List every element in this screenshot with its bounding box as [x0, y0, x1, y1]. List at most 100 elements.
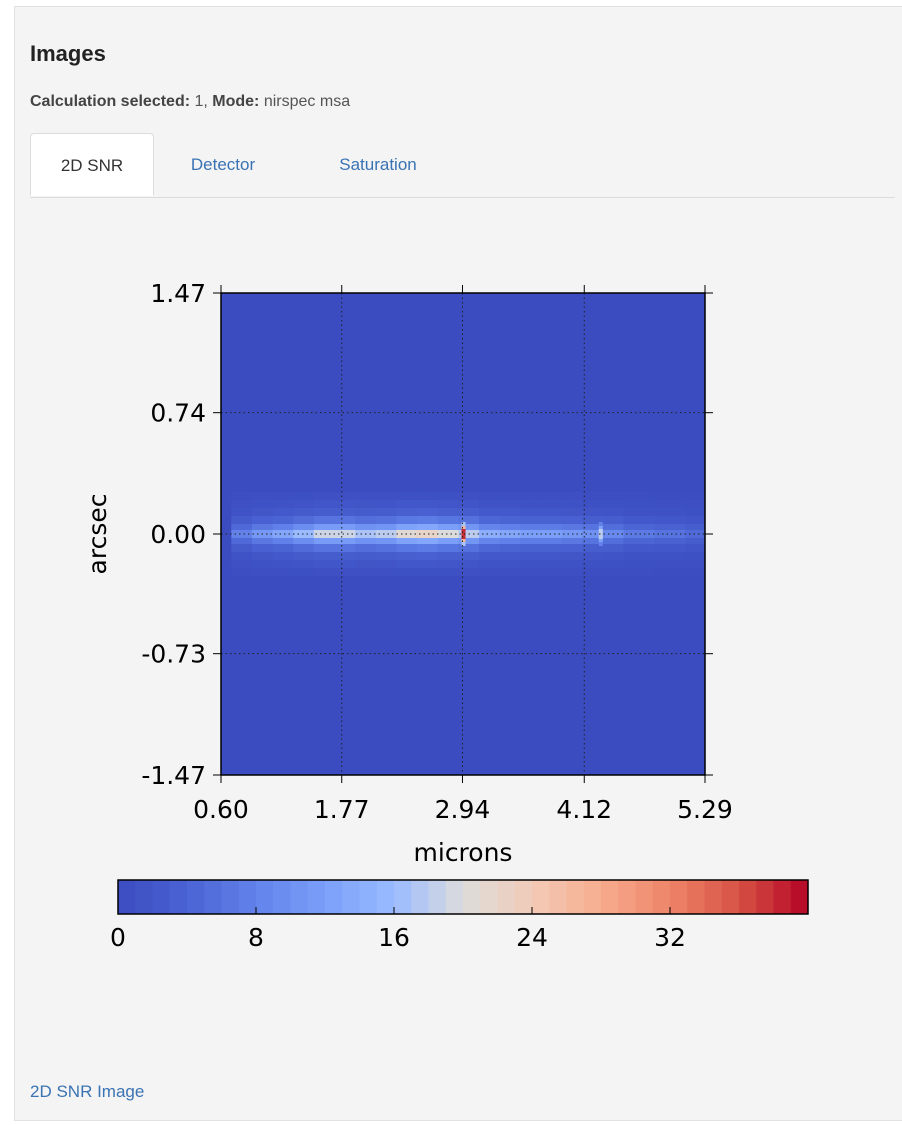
- y-tick-label: -1.47: [141, 761, 206, 790]
- trace-cell: [417, 538, 439, 544]
- trace-cell: [520, 552, 542, 560]
- tab-saturation[interactable]: Saturation: [339, 155, 417, 174]
- trace-cell: [313, 568, 336, 576]
- colorbar-cell: [273, 880, 291, 914]
- trace-cell: [417, 492, 439, 500]
- trace-cell: [375, 544, 397, 552]
- colorbar-cell: [376, 880, 395, 914]
- tab-detector[interactable]: Detector: [190, 155, 256, 174]
- trace-cell: [334, 560, 356, 568]
- trace-cell: [355, 492, 377, 500]
- trace-cell: [582, 538, 604, 544]
- trace-cell: [272, 538, 294, 544]
- colorbar-tick-label: 0: [110, 923, 126, 952]
- y-tick-label: 1.47: [150, 279, 206, 308]
- trace-cell: [272, 560, 294, 568]
- trace-cell: [375, 560, 397, 568]
- trace-cell: [437, 516, 459, 524]
- trace-cell: [375, 568, 397, 576]
- trace-cell: [375, 538, 397, 544]
- trace-cell: [396, 530, 418, 538]
- trace-cell: [685, 500, 705, 508]
- mode-value: nirspec msa: [259, 93, 351, 110]
- trace-cell: [478, 508, 501, 516]
- colorbar-cell: [497, 880, 516, 914]
- trace-cell: [623, 560, 655, 568]
- trace-cell: [478, 568, 501, 576]
- 2d-snr-image-link[interactable]: 2D SNR Image: [30, 1082, 145, 1101]
- colorbar-cell: [463, 880, 481, 914]
- trace-cell: [272, 500, 294, 508]
- trace-cell: [396, 508, 418, 516]
- trace-cell: [417, 524, 439, 530]
- trace-cell: [623, 500, 655, 508]
- trace-cell: [499, 492, 521, 500]
- trace-cell: [355, 508, 377, 516]
- trace-cell: [582, 508, 604, 516]
- trace-cell: [623, 508, 655, 516]
- trace-cell: [293, 492, 315, 500]
- colorbar-cell: [721, 880, 740, 914]
- trace-cell: [293, 544, 315, 552]
- tab-2d-snr[interactable]: 2D SNR: [30, 133, 154, 196]
- trace-cell: [561, 508, 583, 516]
- trace-cell: [272, 552, 294, 560]
- trace-cell: [251, 538, 274, 544]
- trace-cell: [375, 492, 397, 500]
- trace-cell: [478, 516, 501, 524]
- tab-bar: 2D SNR Detector Saturation: [30, 133, 895, 198]
- trace-cell: [334, 508, 356, 516]
- trace-cell: [293, 560, 315, 568]
- trace-cell: [375, 500, 397, 508]
- trace-cell: [272, 516, 294, 524]
- trace-cell: [293, 508, 315, 516]
- trace-cell: [685, 508, 705, 516]
- trace-cell: [437, 560, 459, 568]
- trace-cell: [417, 568, 439, 576]
- trace-cell: [520, 508, 542, 516]
- trace-cell: [582, 552, 604, 560]
- trace-cell: [231, 492, 253, 500]
- trace-cell: [685, 492, 705, 500]
- colorbar-cell: [445, 880, 464, 914]
- trace-cell: [334, 538, 356, 544]
- trace-cell: [561, 544, 583, 552]
- trace-cell: [561, 516, 583, 524]
- trace-cell: [540, 538, 563, 544]
- x-tick-label: 2.94: [435, 795, 491, 824]
- mode-label: Mode:: [212, 93, 260, 110]
- trace-cell: [251, 516, 274, 524]
- trace-cell: [540, 516, 563, 524]
- colorbar-cell: [704, 880, 723, 914]
- trace-cell: [478, 544, 501, 552]
- colorbar-cell: [635, 880, 654, 914]
- trace-cell: [375, 508, 397, 516]
- trace-cell: [293, 516, 315, 524]
- trace-cell: [293, 530, 315, 538]
- trace-cell: [313, 560, 336, 568]
- trace-cell: [417, 500, 439, 508]
- trace-cell: [231, 516, 253, 524]
- trace-cell: [272, 568, 294, 576]
- trace-cell: [437, 524, 459, 530]
- colorbar-cell: [756, 880, 774, 914]
- trace-cell: [478, 524, 501, 530]
- colorbar-cell: [221, 880, 240, 914]
- trace-cell: [602, 524, 624, 530]
- trace-cell: [685, 538, 705, 544]
- trace-cell: [231, 530, 253, 538]
- colorbar-cell: [549, 880, 567, 914]
- trace-cell: [654, 508, 686, 516]
- trace-cell: [417, 552, 439, 560]
- trace-cell: [334, 516, 356, 524]
- colorbar-cell: [514, 880, 533, 914]
- trace-cell: [654, 560, 686, 568]
- trace-cell: [313, 530, 336, 538]
- trace-cell: [272, 492, 294, 500]
- trace-cell: [355, 538, 377, 544]
- trace-cell: [685, 530, 705, 538]
- colorbar: 0 8 16 24 32: [110, 879, 809, 952]
- trace-cell: [623, 568, 655, 576]
- x-axis-label: microns: [414, 838, 513, 867]
